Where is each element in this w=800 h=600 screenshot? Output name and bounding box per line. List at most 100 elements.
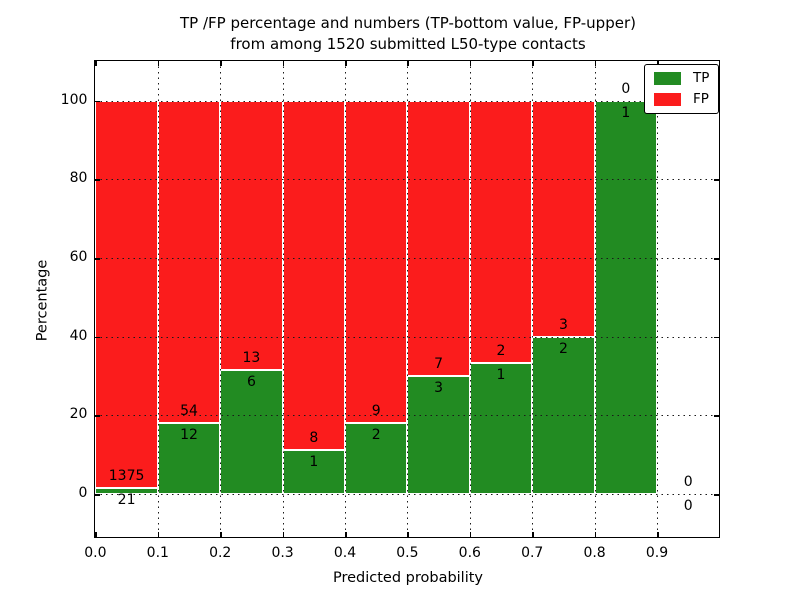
y-tick-mark-right [714, 494, 720, 496]
x-tick-mark [407, 532, 409, 538]
chart-title-line2: from among 1520 submitted L50-type conta… [230, 35, 586, 53]
y-tick-mark-right [714, 415, 720, 418]
x-tick-mark-top [657, 61, 659, 67]
bar-segment-fp [469, 100, 533, 363]
x-tick-mark [95, 532, 97, 538]
bar-segment-tp [220, 369, 283, 495]
fp-swatch-icon [654, 93, 681, 106]
chart-title-line1: TP /FP percentage and numbers (TP-bottom… [180, 14, 636, 32]
v-gridline [532, 61, 534, 538]
v-gridline [345, 61, 346, 538]
bar-segment-tp [532, 336, 595, 495]
y-tick-label: 80 [69, 170, 88, 187]
chart-title: TP /FP percentage and numbers (TP-bottom… [96, 13, 720, 55]
tp-count-label: 6 [246, 373, 256, 390]
tp-count-label: 21 [117, 492, 136, 509]
y-tick-mark [95, 494, 101, 496]
legend: TP FP [644, 64, 720, 114]
tp-count-label: 3 [434, 380, 444, 397]
fp-count-label: 8 [309, 430, 319, 447]
y-tick-mark [95, 258, 101, 260]
v-gridline [157, 61, 159, 538]
fp-count-label: 54 [180, 402, 198, 419]
bar-segment-fp [95, 100, 158, 489]
legend-item-tp: TP [654, 70, 710, 86]
y-tick-mark [95, 100, 101, 103]
x-tick-label: 0.4 [333, 545, 357, 562]
y-tick-mark-right [714, 258, 720, 260]
v-gridline [220, 61, 222, 538]
bar-segment-tp [469, 363, 533, 495]
y-tick-label: 20 [69, 406, 88, 423]
x-tick-mark-top [220, 61, 222, 67]
y-tick-label: 60 [69, 249, 88, 266]
legend-item-fp: FP [654, 92, 709, 106]
v-gridline [594, 61, 596, 538]
fp-count-label: 2 [496, 343, 506, 360]
fp-count-label: 1375 [108, 468, 145, 485]
fp-count-label: 3 [558, 316, 568, 333]
y-tick-mark-right [714, 179, 720, 182]
x-tick-label: 0.1 [146, 545, 169, 562]
x-tick-mark [532, 532, 534, 538]
bar-segment-tp [407, 376, 470, 495]
tp-count-label: 1 [496, 367, 506, 383]
y-tick-label: 100 [60, 91, 88, 108]
v-gridline [282, 61, 284, 538]
x-tick-mark [469, 532, 472, 538]
x-tick-mark [282, 532, 285, 538]
bar-segment-tp [594, 100, 657, 495]
y-tick-label: 40 [69, 327, 88, 344]
x-axis-label: Predicted probability [332, 570, 484, 586]
bar-segment-tp [157, 422, 221, 495]
x-tick-mark-top [95, 61, 97, 67]
v-gridline [469, 61, 471, 538]
tp-count-label: 2 [371, 426, 381, 443]
x-tick-mark-top [532, 61, 534, 67]
x-tick-mark-top [594, 61, 597, 67]
bar-segment-tp [282, 450, 345, 495]
x-tick-mark [220, 532, 222, 538]
bar-segment-tp [95, 488, 158, 495]
x-tick-mark [345, 532, 347, 538]
x-tick-mark-top [157, 61, 160, 67]
x-tick-mark-top [345, 61, 347, 67]
bar-segment-fp [220, 100, 283, 370]
fp-count-label: 7 [434, 356, 444, 373]
x-tick-label: 0.5 [396, 545, 419, 562]
fp-count-label: 9 [371, 402, 381, 419]
fp-count-label: 0 [683, 474, 693, 491]
x-tick-mark-top [407, 61, 409, 67]
y-tick-mark [95, 336, 101, 339]
x-tick-label: 0.3 [271, 545, 294, 562]
v-gridline [657, 61, 658, 538]
y-tick-mark [95, 179, 101, 182]
y-tick-mark-right [714, 336, 720, 339]
x-tick-mark-top [282, 61, 285, 67]
v-gridline [407, 61, 409, 538]
y-axis-label: Percentage [34, 259, 51, 342]
tp-count-label: 12 [180, 426, 198, 443]
bar-segment-tp [345, 422, 408, 495]
x-tick-label: 0.6 [458, 545, 481, 562]
bar-segment-fp [407, 100, 470, 377]
tp-count-label: 1 [309, 454, 319, 471]
bar-segment-fp [282, 100, 345, 451]
x-tick-mark [157, 532, 160, 538]
x-tick-label: 0.2 [209, 545, 232, 562]
x-tick-label: 0.9 [645, 545, 669, 562]
x-tick-label: 0.8 [583, 545, 606, 562]
x-tick-mark-top [469, 61, 472, 67]
x-tick-mark [657, 532, 659, 538]
y-tick-label: 0 [78, 485, 88, 502]
tp-count-label: 2 [558, 340, 568, 357]
tp-swatch-icon [654, 72, 681, 85]
legend-label-tp: TP [693, 70, 710, 86]
x-tick-label: 0.7 [521, 545, 544, 562]
tp-count-label: 1 [621, 104, 631, 121]
bar-segment-fp [345, 100, 408, 423]
bar-segment-fp [157, 100, 221, 423]
x-tick-mark [594, 532, 597, 538]
fp-count-label: 13 [242, 349, 261, 366]
